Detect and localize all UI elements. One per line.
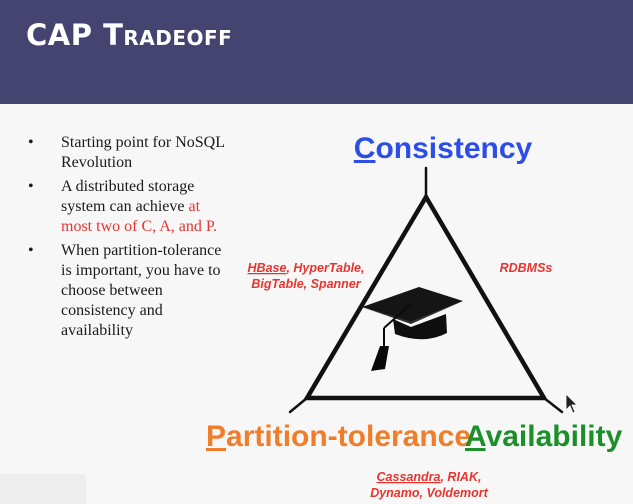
systems-cp-rest: , HyperTable, — [285, 261, 364, 275]
triangle — [288, 166, 564, 414]
vertex-availability: Availability — [465, 420, 623, 453]
bullet-text: Starting point for NoSQL Revolution — [61, 134, 225, 171]
bullet-text: When partition-tolerance is important, y… — [61, 242, 222, 339]
systems-ap-rest: , RIAK, — [439, 470, 481, 484]
vertex-consistency-initial: C — [354, 132, 376, 165]
bullet-highlight: at most two of C, A, and P. — [61, 198, 218, 235]
slide-title: CAP Tradeoff — [26, 18, 233, 52]
vertex-partition-rest: artition-tolerance — [226, 420, 471, 453]
vertex-partition-tolerance: Partition-tolerance — [206, 420, 471, 453]
vertex-partition-initial: P — [206, 420, 226, 453]
systems-cp-line2: BigTable, Spanner — [251, 277, 361, 291]
cap-triangle-diagram: Consistency Partition-tolerance Availabi… — [206, 132, 623, 500]
bullet-list: Starting point for NoSQL Revolution A di… — [28, 133, 233, 345]
left-extension — [288, 396, 309, 414]
bullet-item: A distributed storage system can achieve… — [28, 177, 233, 237]
right-extension — [542, 396, 564, 414]
title-bar: CAP Tradeoff — [0, 0, 633, 104]
bullet-text: A distributed storage system can achieve — [61, 178, 195, 215]
vertex-consistency: Consistency — [354, 132, 533, 165]
triangle-outline — [303, 192, 548, 401]
systems-ap: Cassandra, RIAK, — [377, 470, 482, 484]
vertex-availability-rest: vailability — [486, 420, 623, 453]
graduation-cap-icon — [362, 287, 463, 371]
bullet-item: When partition-tolerance is important, y… — [28, 241, 233, 341]
systems-cp: HBase, HyperTable, — [248, 261, 365, 275]
systems-ca: RDBMSs — [500, 261, 553, 275]
mouse-pointer-icon — [565, 393, 578, 414]
systems-ap-first: Cassandra — [377, 470, 441, 484]
systems-cp-first: HBase — [248, 261, 287, 275]
systems-ap-line2: Dynamo, Voldemort — [370, 486, 488, 500]
bullet-item: Starting point for NoSQL Revolution — [28, 133, 233, 173]
vertex-availability-initial: A — [465, 420, 486, 453]
bottom-left-panel — [0, 474, 86, 504]
vertex-consistency-rest: onsistency — [375, 132, 532, 165]
